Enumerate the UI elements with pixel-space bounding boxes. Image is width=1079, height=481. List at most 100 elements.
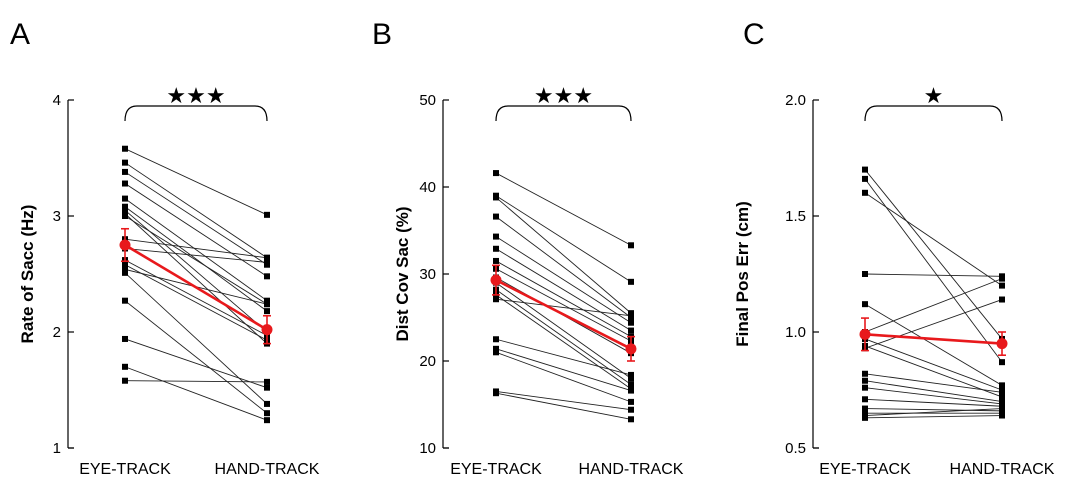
subject-marker-hand <box>264 211 270 218</box>
subject-line <box>495 392 632 420</box>
y-tick-label: 1 <box>53 440 61 457</box>
subject-marker-hand <box>264 400 270 407</box>
y-tick-label: 40 <box>419 179 436 196</box>
subject-marker-eye <box>493 336 499 343</box>
subject-line <box>864 303 1003 386</box>
y-tick-label: 2.0 <box>785 92 806 109</box>
y-tick-label: 2 <box>53 324 61 341</box>
subject-marker-eye <box>493 390 499 397</box>
subject-line <box>864 278 1003 333</box>
subject-marker-hand <box>628 312 634 319</box>
significance-bracket <box>864 105 1003 122</box>
subject-marker-eye <box>493 245 499 252</box>
subject-marker-eye <box>862 384 868 391</box>
subject-marker-hand <box>999 389 1005 396</box>
subject-line <box>495 236 632 324</box>
subject-line <box>124 259 268 336</box>
subject-line <box>124 248 268 263</box>
subject-marker-hand <box>628 416 634 423</box>
subject-marker-eye <box>493 296 499 303</box>
x-category-label: HAND-TRACK <box>579 461 684 478</box>
subject-line <box>495 294 632 390</box>
mean-line <box>864 333 1003 345</box>
subject-line <box>495 348 632 392</box>
subject-marker-hand <box>628 375 634 382</box>
subject-line <box>124 338 268 389</box>
subject-marker-eye <box>862 377 868 384</box>
subject-marker-hand <box>264 301 270 308</box>
subject-line <box>495 391 632 411</box>
subject-marker-hand <box>264 308 270 315</box>
subject-marker-hand <box>999 296 1005 303</box>
subject-marker-eye <box>122 297 128 304</box>
subject-marker-eye <box>493 345 499 352</box>
significance-stars: ★★★ <box>166 84 225 109</box>
subject-marker-eye <box>122 363 128 370</box>
y-tick-label: 20 <box>419 353 436 370</box>
subject-line <box>864 273 1003 277</box>
subject-marker-hand <box>999 282 1005 289</box>
mean-point <box>625 343 637 355</box>
subject-marker-hand <box>999 275 1005 282</box>
x-category-label: EYE-TRACK <box>450 461 542 478</box>
subject-line <box>124 183 268 277</box>
subject-marker-eye <box>862 166 868 173</box>
mean-point <box>490 274 502 286</box>
mean-point <box>261 324 273 336</box>
subject-line <box>864 192 1003 286</box>
panel-letter: B <box>372 18 392 51</box>
subject-line <box>124 238 268 259</box>
subject-marker-hand <box>264 378 270 385</box>
subject-marker-hand <box>628 387 634 394</box>
x-category-label: EYE-TRACK <box>79 461 171 478</box>
subject-marker-hand <box>999 359 1005 366</box>
subject-line <box>124 206 268 312</box>
subject-marker-hand <box>999 412 1005 419</box>
y-tick-label: 50 <box>419 92 436 109</box>
panel-letter: A <box>10 18 30 51</box>
subject-line <box>495 268 632 342</box>
subject-line <box>864 345 1003 398</box>
subject-marker-eye <box>862 405 868 412</box>
subject-marker-eye <box>493 170 499 177</box>
subject-marker-eye <box>122 203 128 210</box>
x-category-label: EYE-TRACK <box>819 461 911 478</box>
subject-marker-hand <box>264 410 270 417</box>
subject-line <box>124 366 268 421</box>
subject-marker-hand <box>628 371 634 378</box>
x-category-label: HAND-TRACK <box>215 461 320 478</box>
subject-line <box>864 398 1003 407</box>
panel-letter: C <box>743 18 765 51</box>
significance-bracket <box>124 105 268 122</box>
subject-line <box>124 148 268 216</box>
subject-line <box>495 197 632 314</box>
subject-line <box>864 299 1003 349</box>
y-tick-label: 1.0 <box>785 324 806 341</box>
subject-marker-eye <box>122 269 128 276</box>
subject-line <box>124 198 268 302</box>
subject-marker-hand <box>264 273 270 280</box>
subject-marker-eye <box>122 266 128 273</box>
x-category-label: HAND-TRACK <box>950 461 1055 478</box>
significance-stars: ★ <box>924 84 944 109</box>
subject-marker-hand <box>628 278 634 285</box>
subject-marker-eye <box>122 180 128 187</box>
mean-point <box>859 328 871 340</box>
significance-stars: ★★★ <box>534 84 593 109</box>
y-axis-label: Rate of Sacc (Hz) <box>18 205 37 344</box>
subject-marker-eye <box>122 195 128 202</box>
subject-marker-eye <box>493 213 499 220</box>
subject-line <box>124 213 268 344</box>
subject-marker-hand <box>999 382 1005 389</box>
y-tick-label: 3 <box>53 208 61 225</box>
subject-line <box>124 215 268 305</box>
subject-marker-hand <box>264 384 270 391</box>
y-axis-label: Dist Cov Sac (%) <box>393 206 412 341</box>
mean-point <box>996 338 1008 350</box>
subject-marker-eye <box>862 271 868 277</box>
subject-marker-eye <box>862 414 868 421</box>
subject-marker-hand <box>264 259 270 266</box>
subject-marker-hand <box>264 297 270 304</box>
subject-line <box>124 171 268 266</box>
subject-marker-eye <box>122 213 128 219</box>
